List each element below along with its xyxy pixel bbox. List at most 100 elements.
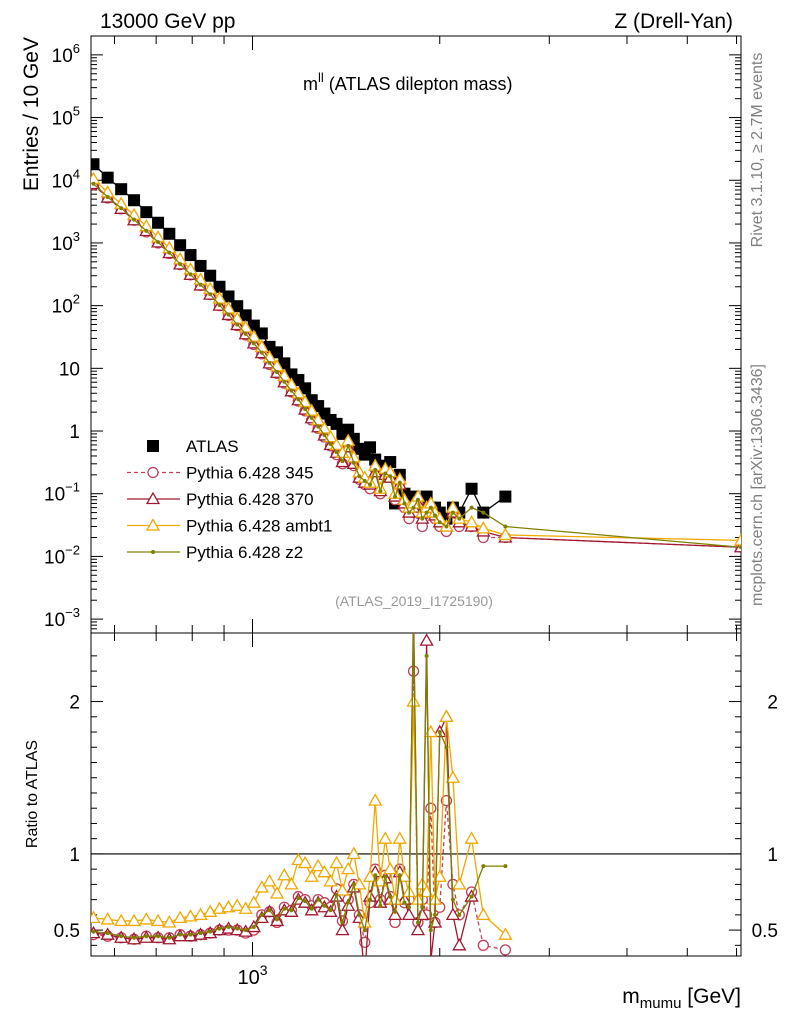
data-point (383, 471, 388, 476)
data-point (410, 922, 426, 936)
data-point (226, 925, 231, 930)
main-title-main: m (303, 74, 318, 94)
data-point (303, 406, 308, 411)
data-point (246, 329, 261, 342)
data-point (330, 417, 343, 430)
data-point (457, 912, 462, 917)
y-tick-label: 102 (52, 292, 80, 318)
data-point (230, 898, 245, 911)
legend-label: Pythia 6.428 370 (186, 490, 314, 509)
data-point (411, 505, 416, 510)
rivet-label: Rivet 3.1.10, ≥ 2.7M events (749, 53, 766, 248)
legend-label: ATLAS (186, 437, 239, 456)
data-point (316, 424, 321, 429)
data-point (194, 259, 207, 272)
data-point (397, 873, 402, 878)
data-point (188, 272, 193, 277)
data-point (499, 490, 512, 503)
data-point (450, 510, 455, 515)
data-point (464, 831, 479, 844)
data-point (304, 403, 319, 416)
data-point (213, 280, 226, 293)
data-point (452, 938, 467, 951)
data-point (352, 877, 367, 890)
data-point (420, 905, 425, 910)
data-point (346, 846, 361, 860)
data-point (423, 724, 438, 738)
data-point (322, 433, 327, 438)
data-point (235, 322, 240, 327)
data-point (246, 895, 261, 908)
data-point (362, 869, 378, 882)
data-point (733, 533, 741, 546)
data-point (465, 482, 478, 495)
data-point (147, 440, 159, 452)
data-point (152, 216, 165, 229)
data-point (262, 874, 277, 887)
data-point (163, 227, 176, 240)
legend-entry: ATLAS (147, 437, 239, 456)
data-point (126, 913, 142, 927)
data-point (498, 527, 513, 541)
data-point (156, 934, 161, 939)
data-point (378, 903, 383, 908)
header-left: 13000 GeV pp (100, 10, 235, 33)
series-pythia-6-428-ambt1 (91, 694, 513, 940)
data-point (429, 953, 433, 956)
data-point (162, 915, 177, 928)
data-point (145, 491, 161, 505)
data-point (247, 319, 260, 332)
data-point (282, 379, 287, 384)
data-point (415, 920, 420, 925)
data-point (217, 303, 222, 308)
legend-entry: Pythia 6.428 ambt1 (127, 517, 332, 536)
data-point (251, 341, 256, 346)
legend-entry: Pythia 6.428 345 (127, 464, 314, 483)
data-point (328, 442, 333, 447)
data-point (341, 861, 356, 875)
y-tick-label: 1 (69, 422, 80, 443)
data-point (114, 913, 129, 927)
y-tick-label: 106 (52, 41, 80, 67)
data-point (91, 158, 100, 171)
data-point (407, 905, 412, 910)
data-point (323, 874, 338, 887)
data-point (267, 360, 272, 365)
data-point (340, 920, 345, 925)
data-point (173, 910, 188, 924)
legend: ATLAS Pythia 6.428 345 Pythia 6.428 370 Pyt… (127, 437, 332, 562)
data-point (481, 510, 486, 515)
series-pythia-6-428-z2 (91, 181, 741, 550)
xlabel-sub: mumu (640, 995, 682, 1012)
data-point (139, 912, 154, 925)
data-point (457, 516, 462, 521)
y-tick-label: 104 (52, 166, 80, 192)
data-point (407, 510, 412, 515)
series-line (92, 178, 741, 542)
data-point (289, 388, 294, 393)
y-tick-label: 105 (52, 104, 80, 130)
data-point (392, 831, 407, 844)
data-point (291, 852, 306, 866)
legend-label: Pythia 6.428 345 (186, 464, 314, 483)
data-point (432, 513, 437, 518)
data-point (432, 869, 447, 882)
data-point (145, 518, 161, 531)
data-point (303, 899, 308, 904)
data-point (316, 897, 321, 902)
data-point (267, 908, 272, 913)
data-point (208, 929, 213, 934)
data-point (208, 292, 213, 297)
data-point (91, 929, 96, 934)
data-point (235, 926, 240, 931)
data-point (402, 900, 407, 905)
data-point (297, 855, 313, 869)
data-point (346, 900, 351, 905)
data-point (388, 474, 393, 479)
data-point (452, 877, 467, 890)
xlabel-rest: [GeV] (681, 985, 741, 1008)
data-point (368, 482, 373, 487)
data-point (296, 896, 301, 901)
data-point (184, 249, 197, 262)
